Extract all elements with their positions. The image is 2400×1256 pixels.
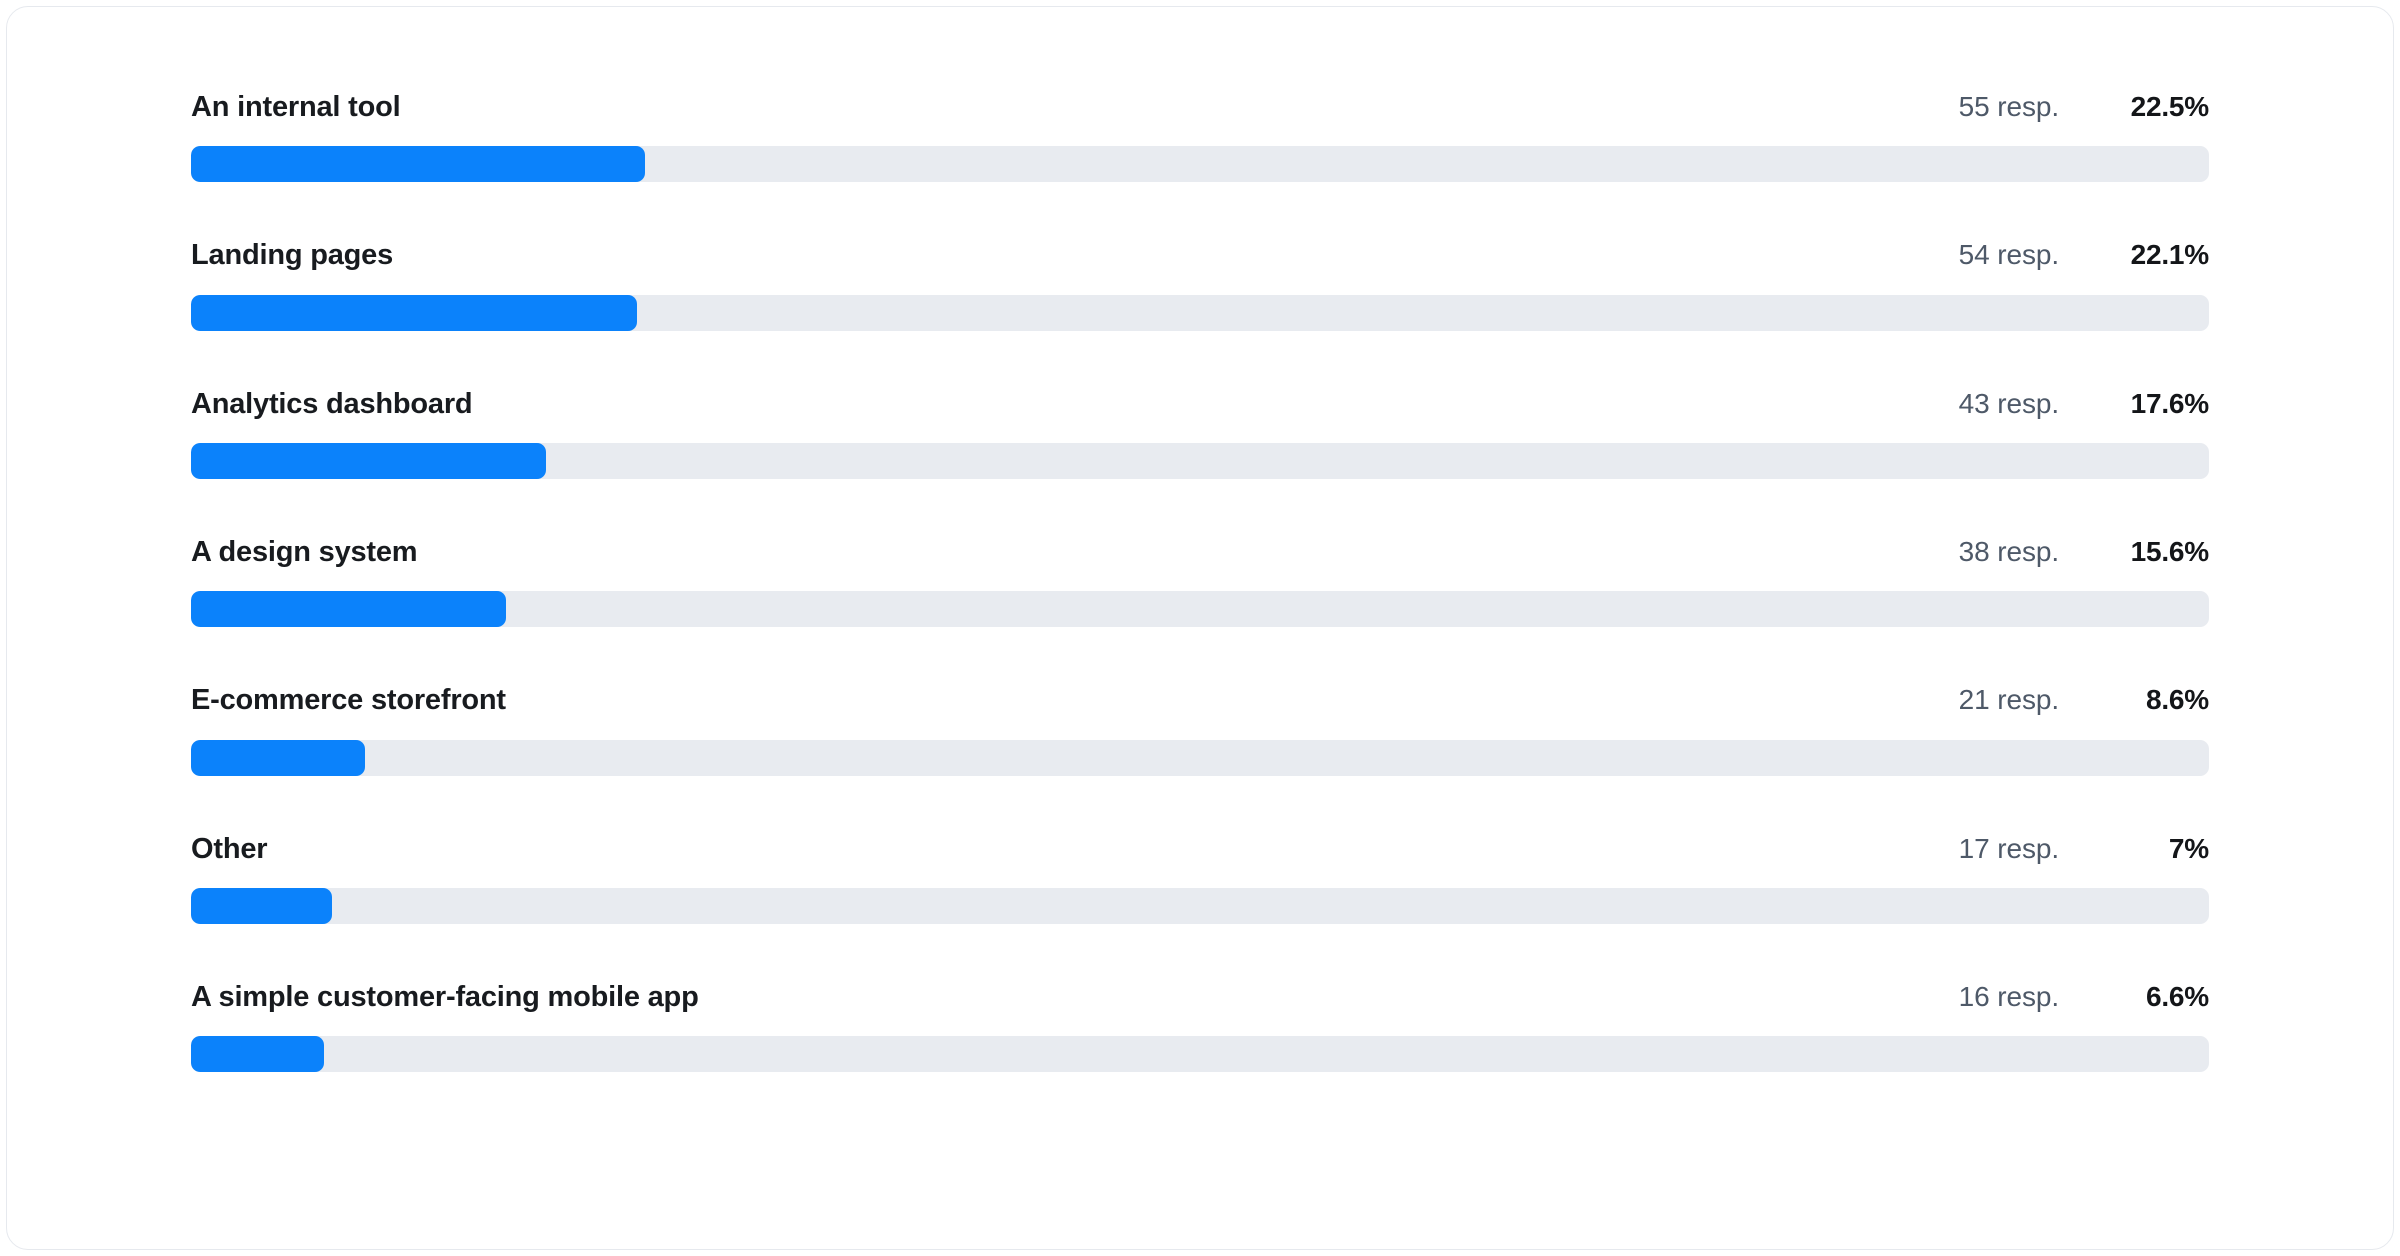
bar-fill xyxy=(191,443,547,480)
bar-track xyxy=(191,146,2209,183)
percent-value: 22.1% xyxy=(2130,239,2210,271)
option-label: Analytics dashboard xyxy=(191,387,473,420)
option-label: A simple customer-facing mobile app xyxy=(191,981,699,1014)
response-count: 16 resp. xyxy=(1958,981,2059,1013)
response-count: 54 resp. xyxy=(1958,239,2059,271)
bar-track xyxy=(191,1036,2209,1073)
result-row-header: E-commerce storefront 21 resp. 8.6% xyxy=(191,684,2209,717)
result-row: A simple customer-facing mobile app 16 re… xyxy=(191,981,2209,1073)
response-count: 43 resp. xyxy=(1958,387,2059,419)
option-label: A design system xyxy=(191,536,418,569)
response-count: 21 resp. xyxy=(1958,684,2059,716)
survey-results-card: An internal tool 55 resp. 22.5% Landing pag… xyxy=(6,6,2394,1250)
option-label: Other xyxy=(191,832,268,865)
percent-value: 6.6% xyxy=(2145,981,2209,1013)
option-label: An internal tool xyxy=(191,91,401,123)
option-label: E-commerce storefront xyxy=(191,684,506,717)
bar-track xyxy=(191,591,2209,628)
result-row: Other 17 resp. 7% xyxy=(191,833,2209,925)
bar-fill xyxy=(191,739,365,776)
percent-value: 22.5% xyxy=(2130,91,2210,122)
bar-fill xyxy=(191,294,637,331)
option-label: Landing pages xyxy=(191,239,394,272)
bar-fill xyxy=(191,146,646,183)
result-row: Landing pages 54 resp. 22.1% xyxy=(191,239,2209,331)
result-row-header: An internal tool 55 resp. 22.5% xyxy=(191,91,2209,124)
percent-value: 7% xyxy=(2168,832,2209,864)
result-row: A design system 38 resp. 15.6% xyxy=(191,536,2209,628)
response-count: 55 resp. xyxy=(1958,91,2059,122)
response-count: 38 resp. xyxy=(1958,536,2059,568)
result-row: Analytics dashboard 43 resp. 17.6% xyxy=(191,388,2209,480)
result-row: E-commerce storefront 21 resp. 8.6% xyxy=(191,684,2209,776)
result-row-header: A design system 38 resp. 15.6% xyxy=(191,536,2209,569)
bar-fill xyxy=(191,591,506,628)
bar-track xyxy=(191,443,2209,480)
percent-value: 15.6% xyxy=(2130,536,2210,568)
percent-value: 8.6% xyxy=(2145,684,2209,716)
bar-fill xyxy=(191,888,333,925)
results-list: An internal tool 55 resp. 22.5% Landing pag… xyxy=(191,91,2209,1073)
result-row-header: Analytics dashboard 43 resp. 17.6% xyxy=(191,388,2209,421)
bar-track xyxy=(191,739,2209,776)
result-row: An internal tool 55 resp. 22.5% xyxy=(191,91,2209,183)
bar-fill xyxy=(191,1036,325,1073)
response-count: 17 resp. xyxy=(1958,832,2059,864)
bar-track xyxy=(191,294,2209,331)
result-row-header: Other 17 resp. 7% xyxy=(191,833,2209,866)
bar-track xyxy=(191,888,2209,925)
result-row-header: A simple customer-facing mobile app 16 re… xyxy=(191,981,2209,1014)
result-row-header: Landing pages 54 resp. 22.1% xyxy=(191,239,2209,272)
percent-value: 17.6% xyxy=(2130,387,2210,419)
